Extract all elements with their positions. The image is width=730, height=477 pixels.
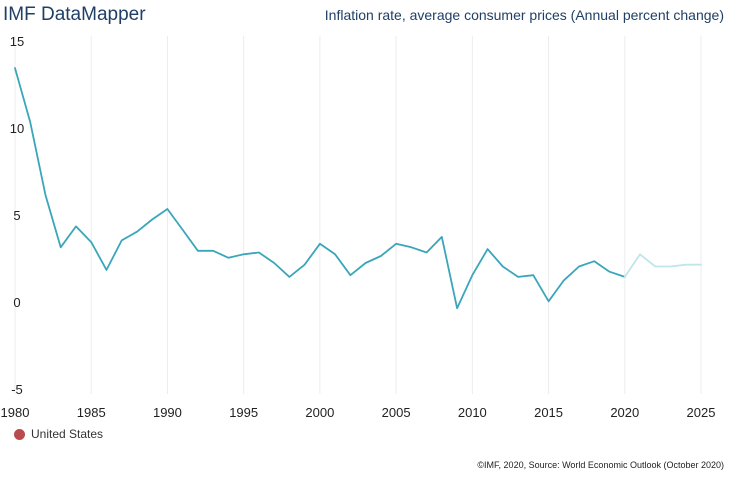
y-tick-label: -5 [11,382,23,397]
series-line-projection[interactable] [623,253,702,278]
x-tick-label: 1995 [229,405,258,420]
brand-title: IMF DataMapper [3,4,146,25]
x-tick-label: 2015 [534,405,563,420]
x-tick-label: 1990 [153,405,182,420]
x-tick-label: 2000 [305,405,334,420]
y-axis-ticks: 15 10 5 0 -5 [10,34,24,397]
x-tick-label: 1980 [1,405,30,420]
y-tick-label: 5 [13,208,20,223]
legend[interactable]: United States [14,427,103,441]
grid-layer [14,36,702,394]
x-tick-label: 1985 [77,405,106,420]
x-tick-label: 2020 [610,405,639,420]
x-tick-label: 2025 [687,405,716,420]
legend-marker [14,428,25,440]
x-tick-label: 2010 [458,405,487,420]
line-chart: 15 10 5 0 -5 1980 1985 1990 1995 2000 2005 2010 201… [1,34,716,420]
x-tick-label: 2005 [382,405,411,420]
legend-label: United States [31,427,104,441]
chart-subtitle: Inflation rate, average consumer prices … [324,7,724,23]
series-line-actual[interactable] [14,67,626,310]
x-axis-ticks: 1980 1985 1990 1995 2000 2005 2010 2015 2020 2025 [1,405,716,420]
y-tick-label: 0 [13,295,20,310]
y-tick-label: 15 [10,34,24,49]
series-layer [14,67,702,310]
y-tick-label: 10 [10,121,24,136]
source-credit: ©IMF, 2020, Source: World Economic Outlo… [477,460,724,470]
